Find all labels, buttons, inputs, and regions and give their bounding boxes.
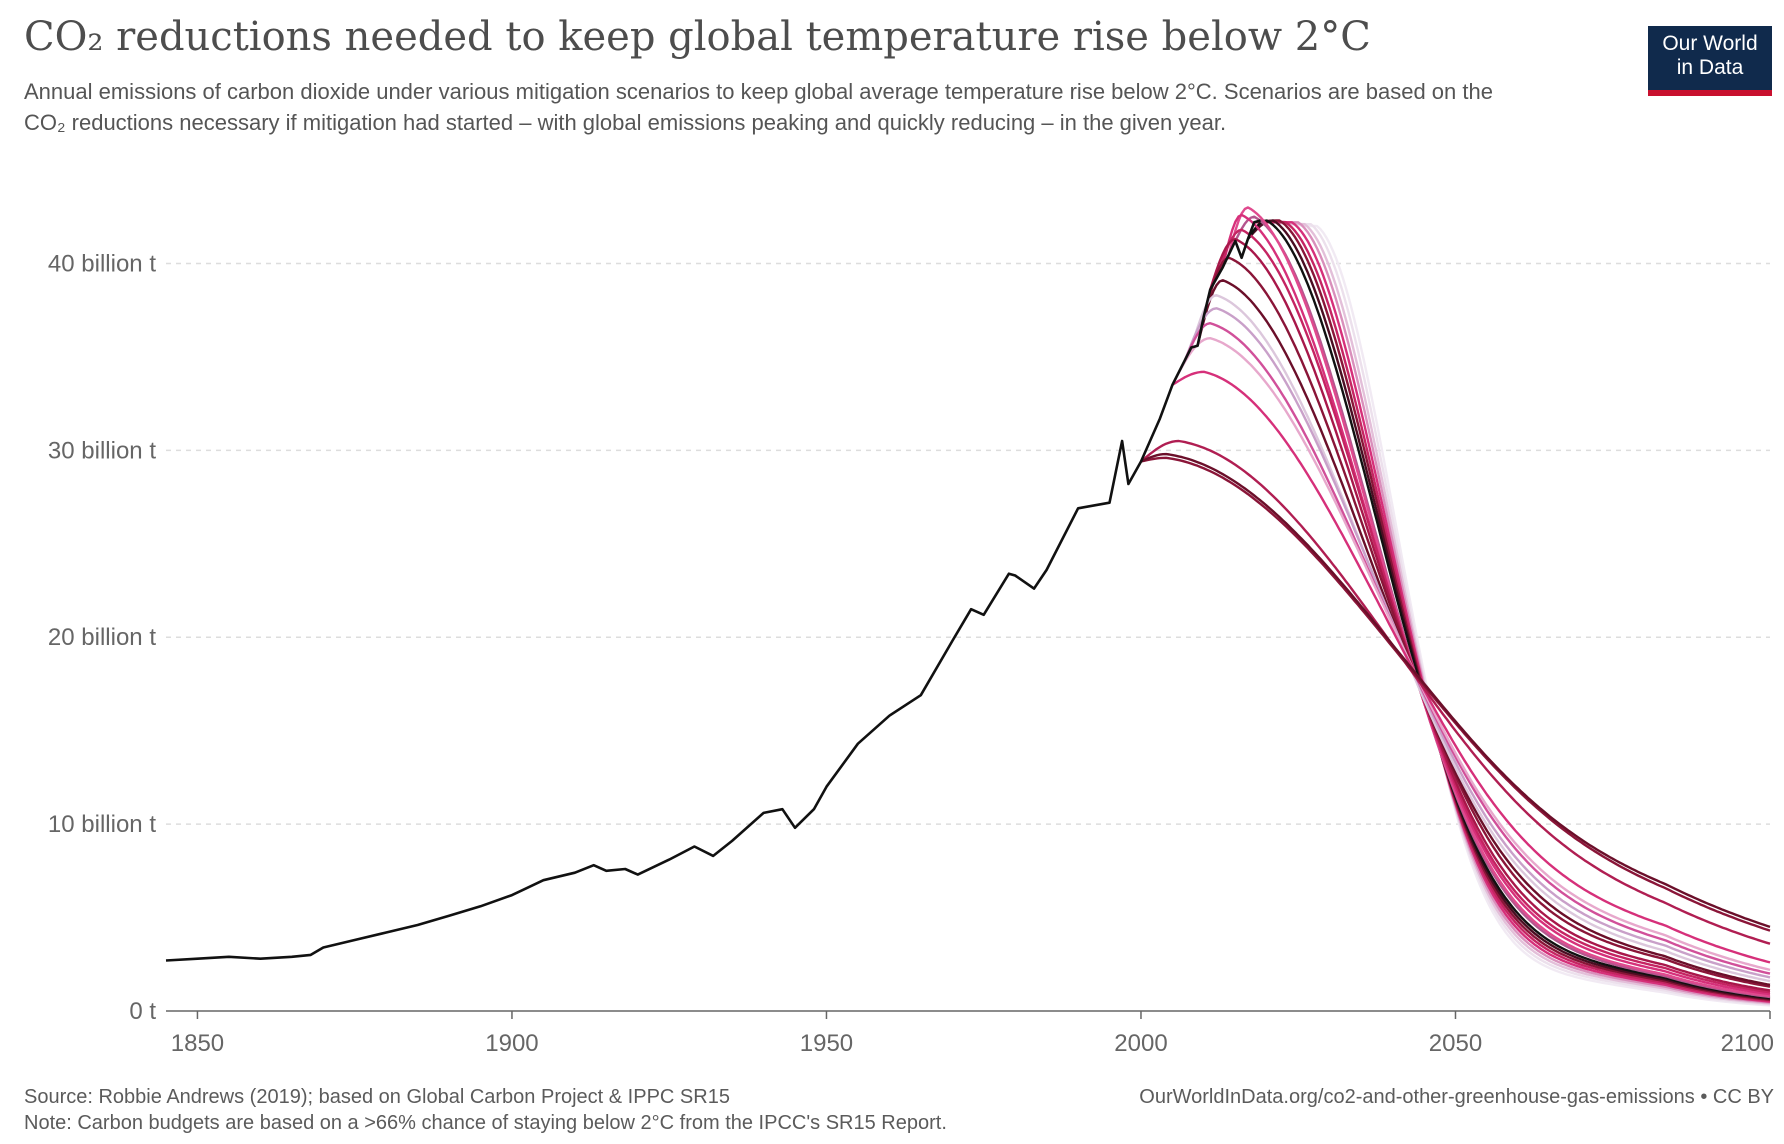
historical-line-group <box>165 219 1261 962</box>
scenario-line <box>1254 221 1771 1002</box>
scenario-line <box>1171 337 1771 972</box>
scenario-line <box>1260 219 1771 1003</box>
logo-line-2: in Data <box>1676 56 1744 79</box>
scenario-line <box>1221 213 1771 996</box>
owid-logo[interactable]: Our World in Data <box>1648 26 1772 96</box>
scenario-line <box>1260 219 1771 1005</box>
source-note: Source: Robbie Andrews (2019); based on … <box>24 1086 730 1108</box>
scenario-line <box>1183 307 1771 979</box>
scenario-line <box>1215 228 1771 994</box>
y-tick-label: 30 billion t <box>48 437 156 464</box>
scenario-line <box>1260 219 1771 1007</box>
grid-lines <box>166 262 1770 825</box>
x-tick-label: 2050 <box>1429 1030 1482 1057</box>
scenario-line <box>1246 219 1771 1000</box>
scenario-line <box>1190 294 1771 983</box>
scenario-line <box>1227 206 1771 998</box>
chart-subtitle: Annual emissions of carbon dioxide under… <box>24 79 1493 135</box>
x-tick-label: 2100 <box>1721 1030 1774 1057</box>
scenario-line <box>1247 219 1771 1001</box>
source-url[interactable]: OurWorldInData.org/co2-and-other-greenho… <box>1139 1086 1774 1108</box>
y-tick-label: 0 t <box>129 998 156 1025</box>
scenario-line <box>1254 219 1771 1001</box>
axes: 0 t 10 billion t 20 billion t 30 billion t 4… <box>48 250 1774 1057</box>
y-tick-label: 10 billion t <box>48 811 156 838</box>
x-tick-label: 1850 <box>171 1030 224 1057</box>
scenario-line <box>1260 219 1771 1006</box>
scenario-line <box>1234 215 1771 999</box>
x-tick-label: 1900 <box>485 1030 538 1057</box>
scenario-line <box>1183 322 1771 975</box>
scenario-line <box>1171 370 1771 964</box>
x-tick-label: 1950 <box>800 1030 853 1057</box>
logo-line-1: Our World <box>1662 32 1758 55</box>
y-tick-label: 20 billion t <box>48 624 156 651</box>
chart-title: CO₂ reductions needed to keep global tem… <box>24 14 1371 60</box>
scenario-line <box>1202 256 1771 988</box>
scenario-line <box>1196 279 1771 986</box>
x-tick-label: 2000 <box>1114 1030 1167 1057</box>
scenario-line <box>1260 219 1771 1004</box>
budget-note: Note: Carbon budgets are based on a >66%… <box>24 1112 947 1134</box>
scenario-line <box>1140 456 1771 932</box>
y-tick-label: 40 billion t <box>48 250 156 277</box>
scenario-line <box>1209 237 1771 992</box>
scenario-lines <box>1140 206 1771 1007</box>
scenario-line <box>1140 452 1771 929</box>
historical-emissions-line <box>165 219 1261 962</box>
scenario-line <box>1140 439 1771 945</box>
